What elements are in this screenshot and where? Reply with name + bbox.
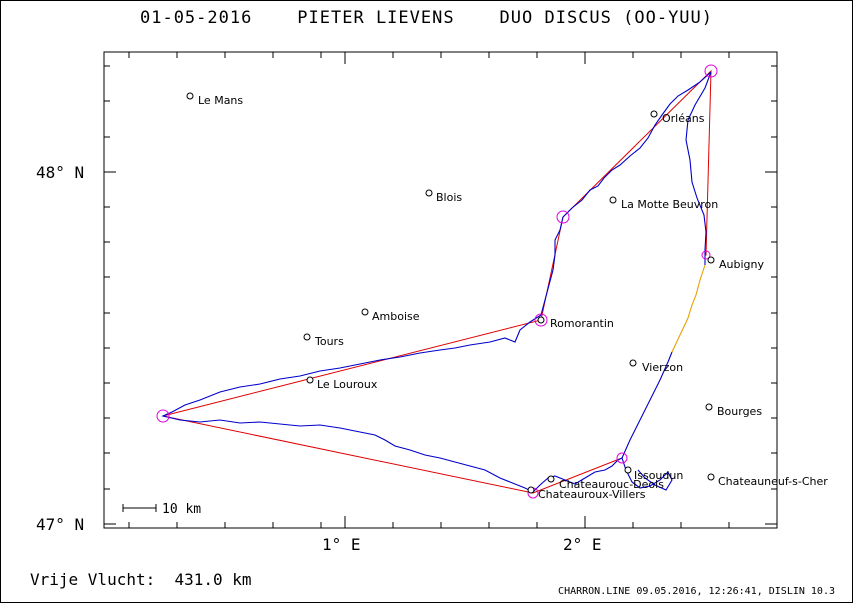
city-label-chateauroux-deols: Chateaurouc-Deols [559,478,664,491]
city-marker-chateauneuf [707,473,715,481]
city-marker-orleans [650,110,658,118]
flight-track-leg1 [621,351,673,459]
city-marker-chateauroux-villers [527,486,535,494]
city-marker-chateauroux-deols [547,475,555,483]
turnpoint-aubigny [701,250,711,260]
city-label-chateauroux-villers: Chateauroux-Villers [538,488,646,501]
city-label-orleans: Orléans [662,112,705,125]
lon-label-1: 1° E [322,535,361,554]
flight-track-leg3 [161,71,712,493]
city-label-tours: Tours [314,335,344,348]
task-route [162,69,712,417]
city-marker-la-motte-beuvron [609,196,617,204]
city-marker-le-mans [186,92,194,100]
task-route-return [162,415,623,494]
lat-label-47: 47° N [36,515,84,534]
lon-label-2: 2° E [563,535,602,554]
city-label-le-mans: Le Mans [198,94,243,107]
turnpoint-2 [556,210,570,224]
city-label-issoudun: Issoudun [634,469,683,482]
city-label-la-motte-beuvron: La Motte Beuvron [621,198,718,211]
flight-track-leg2 [671,264,706,353]
city-marker-romorantin [537,316,545,324]
city-marker-le-louroux [306,376,314,384]
scale-bar-label: 10 km [162,502,201,517]
city-label-vierzon: Vierzon [642,361,683,374]
city-label-romorantin: Romorantin [550,317,614,330]
city-marker-amboise [361,308,369,316]
scale-bar: 10 km [122,502,201,517]
lon-ticks [128,52,730,528]
city-marker-vierzon [629,359,637,367]
city-marker-bourges [705,403,713,411]
lat-ticks [104,65,777,525]
city-labels: Le Mans Orléans Blois La Motte Beuvron A… [198,94,828,501]
city-marker-blois [425,189,433,197]
turnpoint-start [156,409,170,423]
city-marker-issoudun [624,466,632,474]
city-label-bourges: Bourges [717,405,762,418]
turnpoint-issoudun [616,452,628,464]
city-marker-tours [303,333,311,341]
credit-line: CHARRON.LINE 09.05.2016, 12:26:41, DISLI… [558,586,835,597]
turnpoint-north [704,64,718,78]
distance-value: 431.0 km [174,570,252,589]
free-flight-distance: Vrije Vlucht: 431.0 km [30,570,252,589]
pilot-name: PIETER LIEVENS [297,8,455,28]
city-label-chateauneuf: Chateauneuf-s-Cher [718,475,828,488]
distance-label: Vrije Vlucht: [30,570,156,589]
city-label-aubigny: Aubigny [719,258,764,271]
city-markers [186,92,715,494]
city-label-blois: Blois [436,191,462,204]
city-label-le-louroux: Le Louroux [317,378,378,391]
flight-title: 01-05-2016 PIETER LIEVENS DUO DISCUS (OO… [0,8,853,28]
lat-label-48: 48° N [36,163,84,182]
city-label-amboise: Amboise [372,310,420,323]
city-marker-aubigny [707,256,715,264]
glider-name: DUO DISCUS (OO-YUU) [499,8,714,28]
turnpoint-romorantin [534,313,548,327]
flight-date: 01-05-2016 [139,8,253,28]
